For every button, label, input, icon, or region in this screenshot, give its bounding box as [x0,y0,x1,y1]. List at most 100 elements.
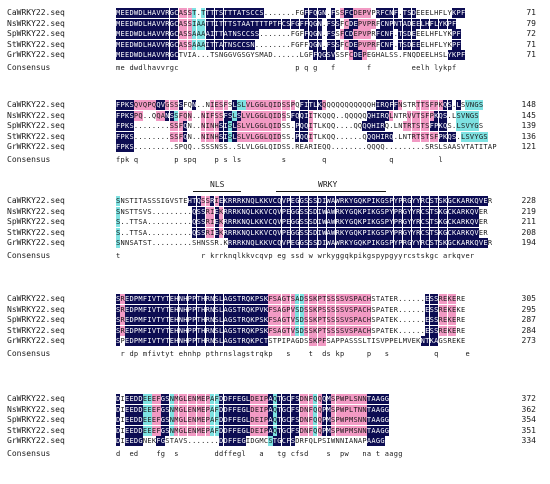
residue-cell: A [371,425,376,436]
residue-cell: E [416,39,421,50]
residue-cell: S [196,227,201,238]
residue-cell: . [160,121,166,131]
residue-cell: N [192,100,197,110]
residue-cell: C [380,29,385,39]
sequence-name: CaWRKY22.seq [7,8,65,17]
residue-cell: W [322,227,327,238]
residue-cell: G [178,425,183,436]
residue-cell: P [375,325,381,336]
residue-cell: D [277,121,282,131]
residue-cell: . [398,294,403,304]
residue-cell: T [236,336,242,346]
residue-cell: S [124,206,130,217]
residue-cell: P [133,325,139,336]
residue-cell: M [116,39,121,50]
residue-cell: T [196,336,201,346]
residue-cell: F [389,100,394,110]
residue-cell: S [304,336,309,346]
residue-cell: E [478,217,484,227]
residue-cell: L [241,142,246,152]
residue-cell: . [340,110,345,121]
residue-cell: E [254,394,260,404]
residue-cell: S [304,304,309,315]
residue-cell: H [147,39,152,50]
residue-cell: K [124,110,130,121]
residue-cell: . [169,227,174,238]
consensus-cell: t [116,251,121,260]
residue-cell: P [254,336,260,346]
residue-cell: E [254,415,260,425]
residue-cell: N [178,304,183,315]
residue-cell: S [304,227,309,238]
residue-cell: H [183,325,188,336]
residue-cell: E [151,425,157,436]
residue-cell: P [335,394,340,404]
residue-cell: S [174,196,179,206]
residue-cell: N [357,425,363,436]
residue-cell: S [219,131,224,142]
residue-cell: S [335,29,340,39]
residue-cell: S [232,315,237,325]
residue-cell: R [232,227,237,238]
residue-cell: D [299,315,304,325]
residue-cell: C [344,39,349,50]
residue-cell: Q [192,206,197,217]
residue-cell: P [317,336,322,346]
residue-cell: E [483,238,488,248]
residue-cell: L [241,131,246,142]
consensus-cell: k [223,251,228,260]
consensus-cell: f [223,449,228,458]
residue-cell: A [241,18,246,29]
residue-cell: K [340,217,345,227]
residue-cell: F [375,39,381,50]
sequence-row: SpWRKY22.seq S.. T T S A.......... Q S S R I E K R R R K… [0,217,550,227]
residue-cell: T [219,29,224,39]
consensus-cell: e [465,349,470,358]
consensus-cell: s [295,251,300,260]
residue-cell: S [483,131,488,142]
residue-cell: L [348,404,354,415]
residue-cell: V [331,50,336,60]
residue-cell: P [366,238,372,248]
residue-cell: N [317,29,322,39]
residue-cell: N [407,50,412,60]
residue-cell: S [371,304,376,315]
residue-cell: Q [295,100,300,110]
residue-cell: S [335,50,340,60]
residue-cell: D [299,415,304,425]
residue-cell: F [116,100,121,110]
residue-cell: E [169,294,174,304]
consensus-cell: p [353,251,358,260]
residue-cell: S [407,8,412,18]
residue-cell: A [469,142,475,152]
residue-cell: S [357,336,363,346]
residue-cell: V [277,206,282,217]
residue-cell: E [416,8,421,18]
residue-cell: G [322,50,327,60]
residue-cell: T [384,315,390,325]
sequence-name: GrWRKY22.seq [7,336,65,345]
residue-cell: K [438,206,443,217]
residue-cell: R [456,294,461,304]
residue-cell: S [304,238,309,248]
residue-cell: E [124,29,130,39]
residue-cell: T [277,415,282,425]
residue-cell: V [160,8,166,18]
residue-cell: T [147,238,152,248]
residue-cell: N [210,336,215,346]
residue-cell: . [416,142,421,152]
residue-cell: Y [389,206,394,217]
residue-cell: W [322,217,327,227]
residue-cell: K [371,217,376,227]
residue-cell: Q [308,29,313,39]
residue-cell: N [228,39,233,50]
residue-cell: H [371,100,376,110]
residue-cell: M [196,404,201,415]
residue-cell: L [429,8,434,18]
residue-cell: I [160,196,166,206]
residue-cell: P [393,217,398,227]
residue-cell: F [429,121,434,131]
residue-cell: S [340,315,345,325]
residue-cell: T [219,18,224,29]
